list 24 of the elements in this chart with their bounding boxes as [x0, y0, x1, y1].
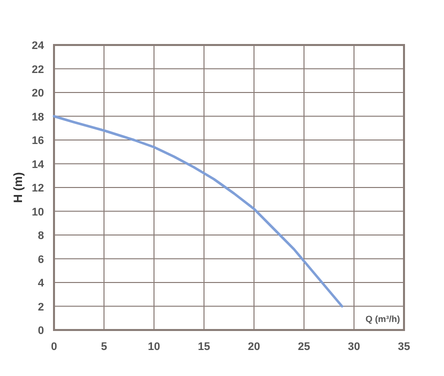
- x-axis-title: Q (m³/h): [366, 314, 400, 324]
- x-tick-label: 15: [198, 341, 210, 353]
- line-series: [52, 115, 344, 308]
- x-tick-label: 30: [348, 341, 360, 353]
- y-tick-label: 12: [32, 182, 44, 194]
- x-tick-label: 25: [298, 341, 310, 353]
- x-tick-label: 20: [248, 341, 260, 353]
- x-tick-label: 5: [100, 341, 108, 353]
- y-tick-label: 18: [32, 111, 44, 124]
- y-tick-label: 2: [38, 301, 44, 314]
- y-tick-label: 4: [38, 278, 45, 290]
- x-tick-label: 35: [398, 341, 410, 353]
- y-tick-label: 14: [32, 158, 45, 171]
- y-tick-label: 20: [32, 88, 44, 100]
- y-tick-label: 10: [32, 206, 44, 218]
- y-tick-label: 0: [38, 325, 44, 337]
- y-tick-label: 16: [32, 135, 44, 147]
- x-tick-label: 0: [50, 341, 58, 353]
- y-tick-label: 6: [38, 254, 44, 266]
- x-tick-label: 10: [148, 341, 160, 353]
- y-tick-label: 22: [32, 64, 44, 76]
- y-axis-title: H (m): [11, 172, 25, 203]
- y-tick-label: 24: [32, 40, 45, 52]
- y-tick-label: 8: [38, 230, 44, 242]
